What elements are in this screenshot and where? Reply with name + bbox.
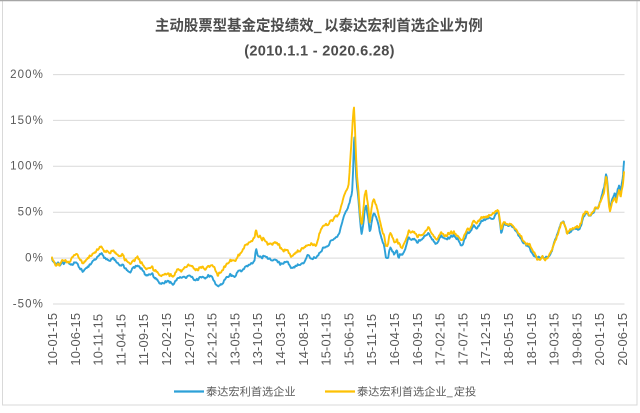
svg-text:200%: 200% xyxy=(10,69,44,81)
svg-text:11-04-15: 11-04-15 xyxy=(113,314,128,366)
svg-text:17-07-15: 17-07-15 xyxy=(455,313,470,366)
svg-text:17-12-15: 17-12-15 xyxy=(478,313,493,366)
svg-text:12-07-15: 12-07-15 xyxy=(182,313,197,366)
svg-text:100%: 100% xyxy=(10,161,44,173)
svg-text:15-01-15: 15-01-15 xyxy=(319,313,334,366)
svg-text:12-02-15: 12-02-15 xyxy=(159,313,174,366)
svg-text:12-12-15: 12-12-15 xyxy=(205,313,220,366)
svg-text:19-03-15: 19-03-15 xyxy=(547,313,562,366)
svg-text:20-06-15: 20-06-15 xyxy=(615,313,630,366)
svg-text:13-10-15: 13-10-15 xyxy=(250,313,265,366)
svg-text:10-11-15: 10-11-15 xyxy=(91,314,106,366)
svg-text:14-03-15: 14-03-15 xyxy=(273,313,288,366)
svg-text:16-09-15: 16-09-15 xyxy=(410,313,425,366)
svg-text:-50%: -50% xyxy=(13,298,44,310)
svg-text:20-01-15: 20-01-15 xyxy=(592,313,607,366)
svg-text:19-08-15: 19-08-15 xyxy=(569,313,584,366)
svg-text:150%: 150% xyxy=(10,115,44,127)
svg-text:13-05-15: 13-05-15 xyxy=(227,313,242,366)
svg-text:17-02-15: 17-02-15 xyxy=(433,313,448,366)
svg-text:16-04-15: 16-04-15 xyxy=(387,313,402,366)
svg-text:18-05-15: 18-05-15 xyxy=(501,313,516,366)
svg-text:18-10-15: 18-10-15 xyxy=(524,313,539,366)
svg-text:10-01-15: 10-01-15 xyxy=(45,313,60,366)
svg-text:50%: 50% xyxy=(18,207,44,219)
svg-text:0%: 0% xyxy=(25,253,44,265)
svg-text:(2010.1.1 - 2020.6.28): (2010.1.1 - 2020.6.28) xyxy=(244,43,395,59)
svg-text:14-08-15: 14-08-15 xyxy=(296,313,311,366)
svg-text:15-06-15: 15-06-15 xyxy=(341,313,356,366)
svg-text:11-09-15: 11-09-15 xyxy=(136,314,151,366)
svg-text:10-06-15: 10-06-15 xyxy=(68,313,83,366)
svg-text:15-11-15: 15-11-15 xyxy=(364,314,379,366)
